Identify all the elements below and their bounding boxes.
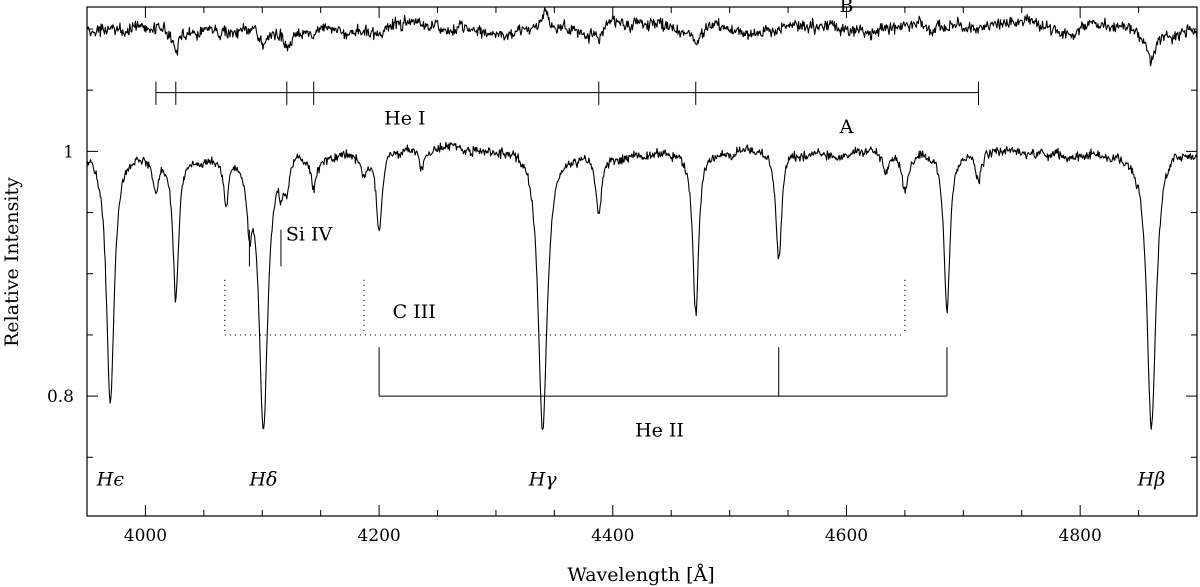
spectrum-b-line — [86, 7, 1198, 67]
si4-label: Si IV — [286, 224, 333, 246]
balmer-label: Hγ — [528, 468, 558, 490]
series-label-a: A — [839, 116, 854, 138]
balmer-label: Hβ — [1137, 468, 1166, 490]
x-tick-label: 4400 — [591, 526, 634, 546]
he1-label: He I — [384, 107, 425, 129]
series-label-b: B — [839, 0, 853, 17]
chart-labels: He I He II C III Si IV B A Hϵ Hδ Hγ Hβ — [96, 0, 1165, 490]
spectrum-series — [86, 7, 1198, 430]
axis-ticks: 4000 4200 4400 4600 4800 0.8 1 — [47, 7, 1197, 546]
spectrum-a-line — [86, 141, 1198, 430]
balmer-label: Hϵ — [96, 468, 125, 490]
x-tick-label: 4200 — [357, 526, 400, 546]
line-identification-brackets — [155, 81, 980, 397]
plot-frame — [86, 6, 1198, 517]
he2-label: He II — [635, 419, 684, 441]
y-axis-label: Relative Intensity — [1, 177, 23, 347]
balmer-label: Hδ — [248, 468, 277, 490]
x-axis-label: Wavelength [Å] — [567, 564, 714, 586]
y-tick-label: 0.8 — [47, 387, 74, 407]
c3-label: C III — [393, 301, 436, 323]
x-tick-label: 4800 — [1059, 526, 1102, 546]
y-tick-label: 1 — [63, 142, 74, 162]
x-tick-label: 4600 — [825, 526, 868, 546]
x-tick-label: 4000 — [124, 526, 167, 546]
